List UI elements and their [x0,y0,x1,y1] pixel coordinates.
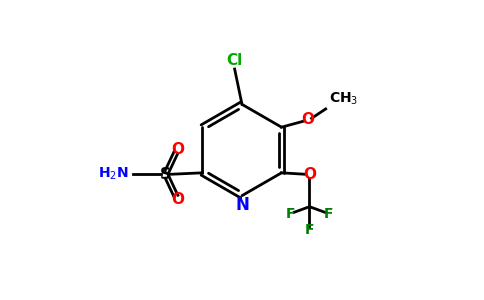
Text: O: O [171,192,184,207]
Text: F: F [286,207,295,221]
Text: Cl: Cl [227,52,243,68]
Text: N: N [235,196,249,214]
Text: CH$_3$: CH$_3$ [329,91,358,107]
Text: S: S [160,167,171,182]
Text: O: O [302,112,315,127]
Text: O: O [171,142,184,157]
Text: H$_2$N: H$_2$N [98,166,129,182]
Text: O: O [303,167,316,182]
Text: F: F [305,223,314,237]
Text: F: F [324,207,333,221]
